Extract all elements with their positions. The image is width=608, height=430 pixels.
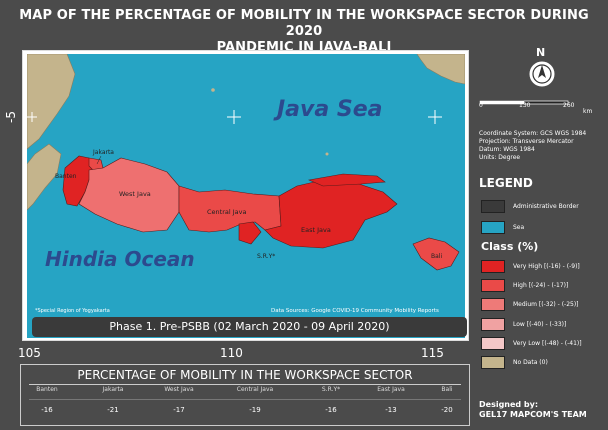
legend-swatch <box>481 259 505 273</box>
mobility-table: PERCENTAGE OF MOBILITY IN THE WORKSPACE … <box>20 364 470 426</box>
table-header-east-java: East Java <box>377 386 405 393</box>
graticule <box>27 110 442 124</box>
jakarta-leader <box>96 155 102 165</box>
longitude-label-105: 105 <box>18 346 41 360</box>
legend-swatch <box>481 336 505 350</box>
island-2 <box>325 152 329 156</box>
sry-region <box>238 221 262 245</box>
legend-swatch <box>481 297 505 311</box>
table-value-central-java: -19 <box>249 406 261 414</box>
datum: Datum: WGS 1984 <box>479 146 535 153</box>
table-header-west-java: West Java <box>164 386 194 393</box>
legend-item-very-high: Very High [(-16) - (-9)] <box>481 259 580 273</box>
scale-tick-130: 130 <box>519 102 531 109</box>
north-arrow: N <box>529 46 555 90</box>
map-title: MAP OF THE PERCENTAGE OF MOBILITY IN THE… <box>0 8 608 56</box>
table-value-east-java: -13 <box>385 406 397 414</box>
legend-item-medium: Medium [(-32) - (-25)] <box>481 297 579 311</box>
map-area: Java Sea Hindia Ocean Jakarta Banten Wes… <box>27 54 465 338</box>
hindia-ocean-label: Hindia Ocean <box>45 247 195 271</box>
legend-item-sea: Sea <box>481 220 524 234</box>
table-header-sry: S.R.Y* <box>321 386 341 393</box>
legend-label: Administrative Border <box>513 202 579 210</box>
bali-label: Bali <box>431 253 442 260</box>
table-value-jakarta: -21 <box>107 406 119 414</box>
island-1 <box>211 88 215 92</box>
legend-item-very-low: Very Low [(-48) - (-41)] <box>481 336 582 350</box>
legend-label: No Data (0) <box>513 358 548 366</box>
compass-icon <box>529 61 555 87</box>
longitude-label-115: 115 <box>421 346 444 360</box>
north-label: N <box>536 46 546 59</box>
units: Units: Degree <box>479 154 521 161</box>
scale-tick-0: 0 <box>479 102 483 109</box>
legend-label: Very High [(-16) - (-9)] <box>513 262 580 270</box>
table-header-bali: Bali <box>441 386 453 393</box>
table-header-central-java: Central Java <box>236 386 274 393</box>
latitude-label: -5 <box>3 111 18 123</box>
legend-label: Very Low [(-48) - (-41)] <box>513 339 582 347</box>
map-canvas: Java Sea Hindia Ocean Jakarta Banten Wes… <box>27 54 465 338</box>
legend-title: LEGEND <box>479 176 533 190</box>
legend-label: Low [(-40) - (-33)] <box>513 320 567 328</box>
class-title: Class (%) <box>481 240 539 253</box>
legend-item-no-data: No Data (0) <box>481 355 548 369</box>
madura-region <box>307 173 386 187</box>
title-line-1: MAP OF THE PERCENTAGE OF MOBILITY IN THE… <box>19 8 589 39</box>
table-divider <box>29 384 461 385</box>
legend-item-admin-border: Administrative Border <box>481 199 579 213</box>
west-java-region <box>78 157 180 233</box>
table-value-sry: -16 <box>325 406 337 414</box>
table-value-bali: -20 <box>441 406 453 414</box>
legend-label: Sea <box>513 223 525 231</box>
legend-label: High [(-24) - (-17)] <box>513 281 569 289</box>
legend-item-high: High [(-24) - (-17)] <box>481 278 568 292</box>
scale-bar-graphic <box>479 100 569 105</box>
legend-swatch <box>481 220 505 234</box>
credits: Designed by: GEL17 MAPCOM'S TEAM <box>479 400 587 420</box>
coordinate-info: Coordinate System: GCS WGS 1984 Projecti… <box>479 130 586 162</box>
scale-tick-260: 260 <box>563 102 575 109</box>
table-header-jakarta: Jakarta <box>102 386 124 393</box>
scale-unit: km <box>583 108 593 115</box>
map-frame: Java Sea Hindia Ocean Jakarta Banten Wes… <box>22 50 469 341</box>
sry-footnote: *Special Region of Yogyakarta <box>35 308 110 314</box>
legend-label: Medium [(-32) - (-25)] <box>513 300 579 308</box>
legend-swatch <box>481 355 505 369</box>
central-java-label: Central Java <box>207 208 246 216</box>
designed-by-label: Designed by: <box>479 400 539 409</box>
scale-bar: 0 130 260 km <box>479 94 601 118</box>
data-source-note: Data Sources: Google COVID-19 Community … <box>271 308 439 314</box>
central-java-region <box>178 185 282 233</box>
east-java-label: East Java <box>301 226 331 234</box>
bali-region <box>412 237 460 271</box>
west-java-label: West Java <box>119 190 151 198</box>
projection: Projection: Transverse Mercator <box>479 138 574 145</box>
java-sea-label: Java Sea <box>273 97 383 122</box>
legend-swatch <box>481 278 505 292</box>
banten-label: Banten <box>55 173 77 180</box>
table-row-divider <box>29 399 461 400</box>
legend-swatch <box>481 317 505 331</box>
table-value-west-java: -17 <box>173 406 185 414</box>
sumatra-landmass <box>27 54 76 150</box>
team-name: GEL17 MAPCOM'S TEAM <box>479 410 587 419</box>
legend-swatch <box>481 199 505 213</box>
table-value-banten: -16 <box>41 406 53 414</box>
phase-label: Phase 1. Pre-PSBB (02 March 2020 - 09 Ap… <box>32 317 467 337</box>
sumatra-south-landmass <box>27 143 62 211</box>
table-title: PERCENTAGE OF MOBILITY IN THE WORKSPACE … <box>77 368 413 382</box>
jakarta-label: Jakarta <box>92 149 114 156</box>
table-header-banten: Banten <box>36 386 58 393</box>
longitude-label-110: 110 <box>220 346 243 360</box>
coordinate-system: Coordinate System: GCS WGS 1984 <box>479 130 587 137</box>
kalimantan-landmass <box>416 54 465 85</box>
sry-label: S.R.Y* <box>257 253 275 260</box>
legend-item-low: Low [(-40) - (-33)] <box>481 317 566 331</box>
